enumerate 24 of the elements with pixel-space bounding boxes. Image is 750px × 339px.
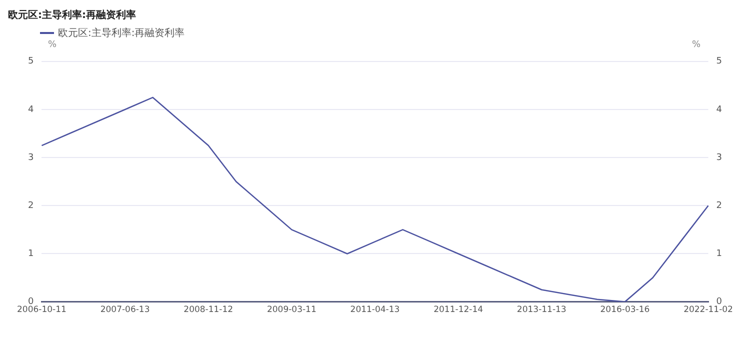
x-tick-label: 2008-11-12 bbox=[184, 305, 234, 316]
x-tick-label: 2016-03-16 bbox=[600, 305, 650, 316]
x-tick-label: 2011-04-13 bbox=[350, 305, 400, 316]
y2-tick-label: 4 bbox=[716, 104, 722, 115]
y-axis-title: % bbox=[48, 40, 57, 50]
x-tick-label: 2006-10-11 bbox=[17, 305, 66, 316]
x-tick-label: 2011-12-14 bbox=[434, 305, 484, 316]
y2-axis-title: % bbox=[692, 40, 701, 50]
y2-tick-label: 2 bbox=[716, 200, 722, 211]
y2-tick-label: 0 bbox=[716, 297, 722, 308]
y2-tick-label: 3 bbox=[716, 152, 722, 163]
chart-title: 欧元区:主导利率:再融资利率 bbox=[8, 8, 136, 22]
y-tick-label: 3 bbox=[28, 152, 34, 163]
legend-label: 欧元区:主导利率:再融资利率 bbox=[58, 26, 185, 40]
x-tick-label: 2013-11-13 bbox=[516, 305, 566, 316]
y-tick-label: 1 bbox=[28, 249, 34, 260]
y-tick-label: 2 bbox=[28, 200, 34, 211]
x-tick-label: 2022-11-02 bbox=[684, 305, 733, 316]
y-tick-label: 4 bbox=[28, 104, 34, 115]
x-tick-label: 2007-06-13 bbox=[100, 305, 150, 316]
y2-tick-label: 5 bbox=[716, 56, 722, 67]
y2-tick-label: 1 bbox=[716, 249, 722, 260]
x-tick-label: 2009-03-11 bbox=[266, 305, 316, 316]
y-tick-label: 5 bbox=[28, 56, 34, 67]
